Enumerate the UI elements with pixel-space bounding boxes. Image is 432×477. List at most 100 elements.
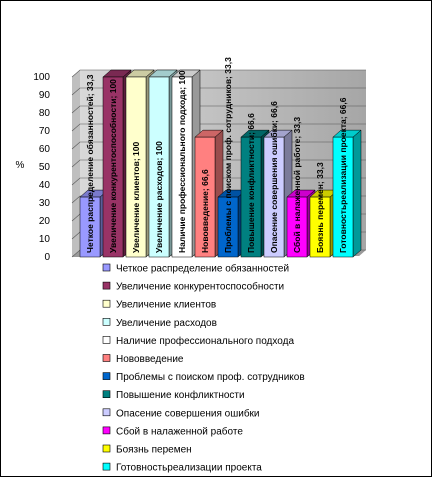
y-tick-label: 70 bbox=[39, 126, 51, 137]
data-label-separator: ; bbox=[269, 118, 279, 123]
data-label-value: 100 bbox=[108, 79, 118, 93]
y-tick-label: 30 bbox=[39, 198, 51, 209]
data-label-name: Увеличение клиентов bbox=[131, 161, 141, 253]
data-label-separator: ; bbox=[85, 91, 95, 96]
y-tick-label: 80 bbox=[39, 108, 51, 119]
data-label-value: 100 bbox=[154, 141, 164, 155]
legend-label: Боязнь перемен bbox=[116, 445, 192, 456]
legend-label: Четкое распределение обязанностей bbox=[116, 263, 289, 275]
bar-front bbox=[240, 136, 262, 258]
data-label-separator: ; bbox=[154, 155, 164, 160]
data-label-name: Нововведение bbox=[200, 191, 210, 253]
data-label-name: Увеличение расходов bbox=[154, 161, 164, 253]
y-tick-label: 50 bbox=[39, 162, 51, 173]
bar-front bbox=[148, 76, 170, 258]
legend-marker bbox=[102, 281, 111, 290]
legend-marker bbox=[102, 426, 111, 435]
data-label-separator: ; bbox=[292, 133, 302, 138]
y-tick-label: 90 bbox=[39, 90, 51, 101]
data-label-name: Готовностьреализации проекта bbox=[338, 119, 348, 253]
y-tick-label: 40 bbox=[39, 180, 51, 191]
data-label-name: Проблемы с поиском проф. сотрудников bbox=[223, 79, 233, 253]
data-label: Опасение совершения ошибки; 66,6 bbox=[269, 101, 279, 253]
legend-label: Повышение конфликтности bbox=[116, 389, 245, 401]
grid-line bbox=[71, 69, 366, 78]
data-label-value: 100 bbox=[177, 70, 187, 84]
data-label-value: 33,3 bbox=[292, 117, 302, 134]
data-label: Готовностьреализации проекта; 66,6 bbox=[338, 97, 348, 253]
data-label-separator: ; bbox=[131, 156, 141, 161]
data-label: Наличие профессионального подхода; 100 bbox=[177, 70, 187, 253]
legend-marker bbox=[102, 336, 111, 344]
data-label-separator: ; bbox=[223, 74, 233, 79]
data-label-value: 33,3 bbox=[85, 74, 95, 91]
bar-front bbox=[125, 76, 147, 258]
data-label-name: Сбой в налаженной работе bbox=[292, 138, 302, 253]
legend-label: Проблемы с поиском проф. сотрудников bbox=[116, 371, 305, 383]
data-label: Увеличение конкурентоспособности; 100 bbox=[108, 79, 118, 253]
legend-marker bbox=[102, 462, 111, 471]
data-label: Четкое распределение обязанностей; 33,3 bbox=[85, 74, 95, 253]
bar-front bbox=[286, 196, 308, 258]
data-label: Сбой в налаженной работе; 33,3 bbox=[292, 117, 302, 253]
data-label-name: Наличие профессионального подхода bbox=[177, 90, 187, 253]
legend-label: Увеличение расходов bbox=[116, 318, 217, 329]
legend-marker bbox=[102, 390, 111, 399]
data-label: Проблемы с поиском проф. сотрудников; 33… bbox=[223, 57, 233, 253]
data-label: Увеличение клиентов; 100 bbox=[131, 141, 141, 253]
bar-front bbox=[263, 136, 285, 258]
legend-label: Увеличение клиентов bbox=[116, 300, 216, 311]
legend-marker bbox=[102, 263, 111, 272]
bar-front bbox=[309, 196, 331, 258]
legend-marker bbox=[102, 408, 111, 417]
bar-front bbox=[332, 136, 354, 258]
data-label-name: Боязнь перемен bbox=[315, 184, 325, 253]
data-label: Нововведение; 66,6 bbox=[200, 169, 210, 253]
bar-front bbox=[102, 76, 124, 258]
data-label-separator: ; bbox=[200, 186, 210, 191]
bar-front bbox=[171, 76, 193, 258]
legend-box bbox=[96, 256, 366, 472]
data-label-value: 66,6 bbox=[246, 113, 256, 130]
legend-marker bbox=[102, 444, 111, 453]
grid-line bbox=[71, 87, 366, 96]
bar bbox=[332, 129, 362, 258]
data-label-name: Опасение совершения ошибки bbox=[269, 123, 279, 253]
legend-label: Опасение совершения ошибки bbox=[116, 407, 260, 419]
data-label-name: Повышение конфликтности bbox=[246, 135, 256, 253]
legend-label: Нововведение bbox=[116, 354, 184, 365]
data-label: Увеличение расходов; 100 bbox=[154, 141, 164, 253]
legend-label: Готовностьреализации проекта bbox=[116, 463, 262, 474]
legend-marker bbox=[102, 372, 111, 380]
y-tick-label: 0 bbox=[44, 252, 50, 263]
legend-label: Сбой в налаженной работе bbox=[116, 425, 243, 437]
data-label: Повышение конфликтности; 66,6 bbox=[246, 113, 256, 253]
data-label-value: 33,3 bbox=[315, 162, 325, 179]
grid-line bbox=[71, 105, 366, 114]
legend-marker bbox=[102, 354, 111, 362]
data-label-separator: ; bbox=[315, 179, 325, 184]
data-label-value: 66,6 bbox=[269, 101, 279, 118]
data-label: Боязнь перемен; 33,3 bbox=[315, 162, 325, 253]
bar-front bbox=[194, 136, 216, 258]
legend-marker bbox=[102, 299, 111, 308]
bar-front bbox=[217, 196, 239, 258]
bar-front bbox=[79, 196, 101, 258]
data-label-value: 100 bbox=[131, 141, 141, 155]
data-label-value: 66,6 bbox=[200, 169, 210, 186]
data-label-separator: ; bbox=[108, 93, 118, 98]
data-label-separator: ; bbox=[338, 114, 348, 119]
legend-label: Наличие профессионального подхода bbox=[116, 335, 294, 347]
data-label-value: 66,6 bbox=[338, 97, 348, 114]
grid-line bbox=[71, 123, 366, 132]
y-tick-label: 60 bbox=[39, 144, 51, 155]
y-tick-label: 10 bbox=[39, 234, 51, 245]
legend-marker bbox=[102, 317, 111, 326]
bar-side bbox=[352, 129, 362, 258]
data-label-value: 33,3 bbox=[223, 57, 233, 74]
data-label-name: Четкое распределение обязанностей bbox=[85, 96, 95, 253]
y-tick-label: 100 bbox=[33, 72, 50, 83]
y-tick-label: 20 bbox=[39, 216, 51, 227]
y-axis-label: % bbox=[16, 160, 25, 171]
